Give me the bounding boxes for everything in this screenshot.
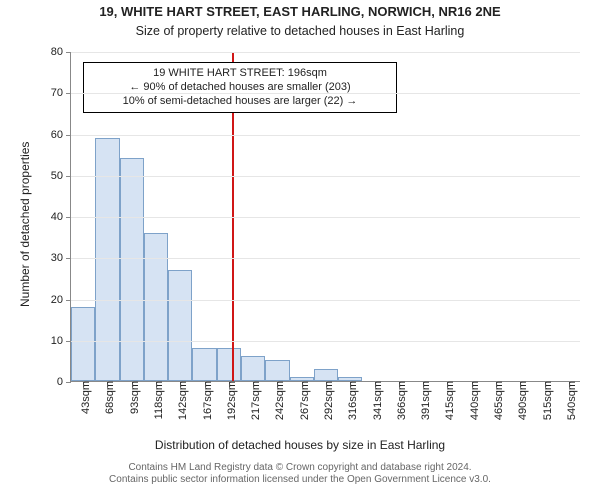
chart-title: 19, WHITE HART STREET, EAST HARLING, NOR… — [0, 4, 600, 19]
histogram-bar — [95, 138, 119, 381]
ytick-label: 50 — [51, 170, 71, 182]
xtick-label: 217sqm — [244, 381, 262, 420]
xtick-label: 540sqm — [560, 381, 578, 420]
xtick-label: 292sqm — [317, 381, 335, 420]
ytick-label: 10 — [51, 335, 71, 347]
histogram-chart: 19, WHITE HART STREET, EAST HARLING, NOR… — [0, 0, 600, 500]
xtick-label: 68sqm — [98, 381, 116, 414]
xtick-label: 167sqm — [196, 381, 214, 420]
x-axis-label: Distribution of detached houses by size … — [0, 438, 600, 452]
xtick-label: 93sqm — [123, 381, 141, 414]
xtick-label: 440sqm — [463, 381, 481, 420]
xtick-label: 242sqm — [268, 381, 286, 420]
xtick-label: 341sqm — [366, 381, 384, 420]
xtick-label: 316sqm — [341, 381, 359, 420]
xtick-label: 366sqm — [390, 381, 408, 420]
ytick-label: 80 — [51, 46, 71, 58]
histogram-bar — [192, 348, 216, 381]
footer-line-1: Contains HM Land Registry data © Crown c… — [0, 462, 600, 474]
callout-box: 19 WHITE HART STREET: 196sqm ← 90% of de… — [83, 62, 397, 113]
ytick-label: 30 — [51, 252, 71, 264]
histogram-bar — [314, 369, 338, 381]
histogram-bar — [217, 348, 241, 381]
histogram-bar — [265, 360, 289, 381]
histogram-bar — [241, 356, 265, 381]
chart-subtitle: Size of property relative to detached ho… — [0, 24, 600, 38]
histogram-bar — [71, 307, 95, 381]
footer-line-2: Contains public sector information licen… — [0, 474, 600, 486]
plot-area: 19 WHITE HART STREET: 196sqm ← 90% of de… — [70, 52, 580, 382]
xtick-label: 490sqm — [511, 381, 529, 420]
chart-footer: Contains HM Land Registry data © Crown c… — [0, 462, 600, 486]
xtick-label: 415sqm — [438, 381, 456, 420]
callout-line-3: 10% of semi-detached houses are larger (… — [90, 95, 390, 109]
xtick-label: 515sqm — [536, 381, 554, 420]
callout-line-2: ← 90% of detached houses are smaller (20… — [90, 81, 390, 95]
ytick-label: 60 — [51, 129, 71, 141]
ytick-label: 40 — [51, 211, 71, 223]
xtick-label: 267sqm — [293, 381, 311, 420]
xtick-label: 118sqm — [147, 381, 165, 419]
xtick-label: 465sqm — [487, 381, 505, 420]
histogram-bar — [144, 233, 168, 382]
xtick-label: 142sqm — [171, 381, 189, 420]
histogram-bar — [168, 270, 192, 381]
callout-line-1: 19 WHITE HART STREET: 196sqm — [90, 67, 390, 81]
xtick-label: 192sqm — [220, 381, 238, 420]
ytick-label: 20 — [51, 294, 71, 306]
y-axis-label: Number of detached properties — [18, 142, 32, 307]
ytick-label: 70 — [51, 87, 71, 99]
ytick-label: 0 — [57, 376, 71, 388]
xtick-label: 43sqm — [74, 381, 92, 414]
xtick-label: 391sqm — [414, 381, 432, 420]
histogram-bar — [120, 158, 144, 381]
